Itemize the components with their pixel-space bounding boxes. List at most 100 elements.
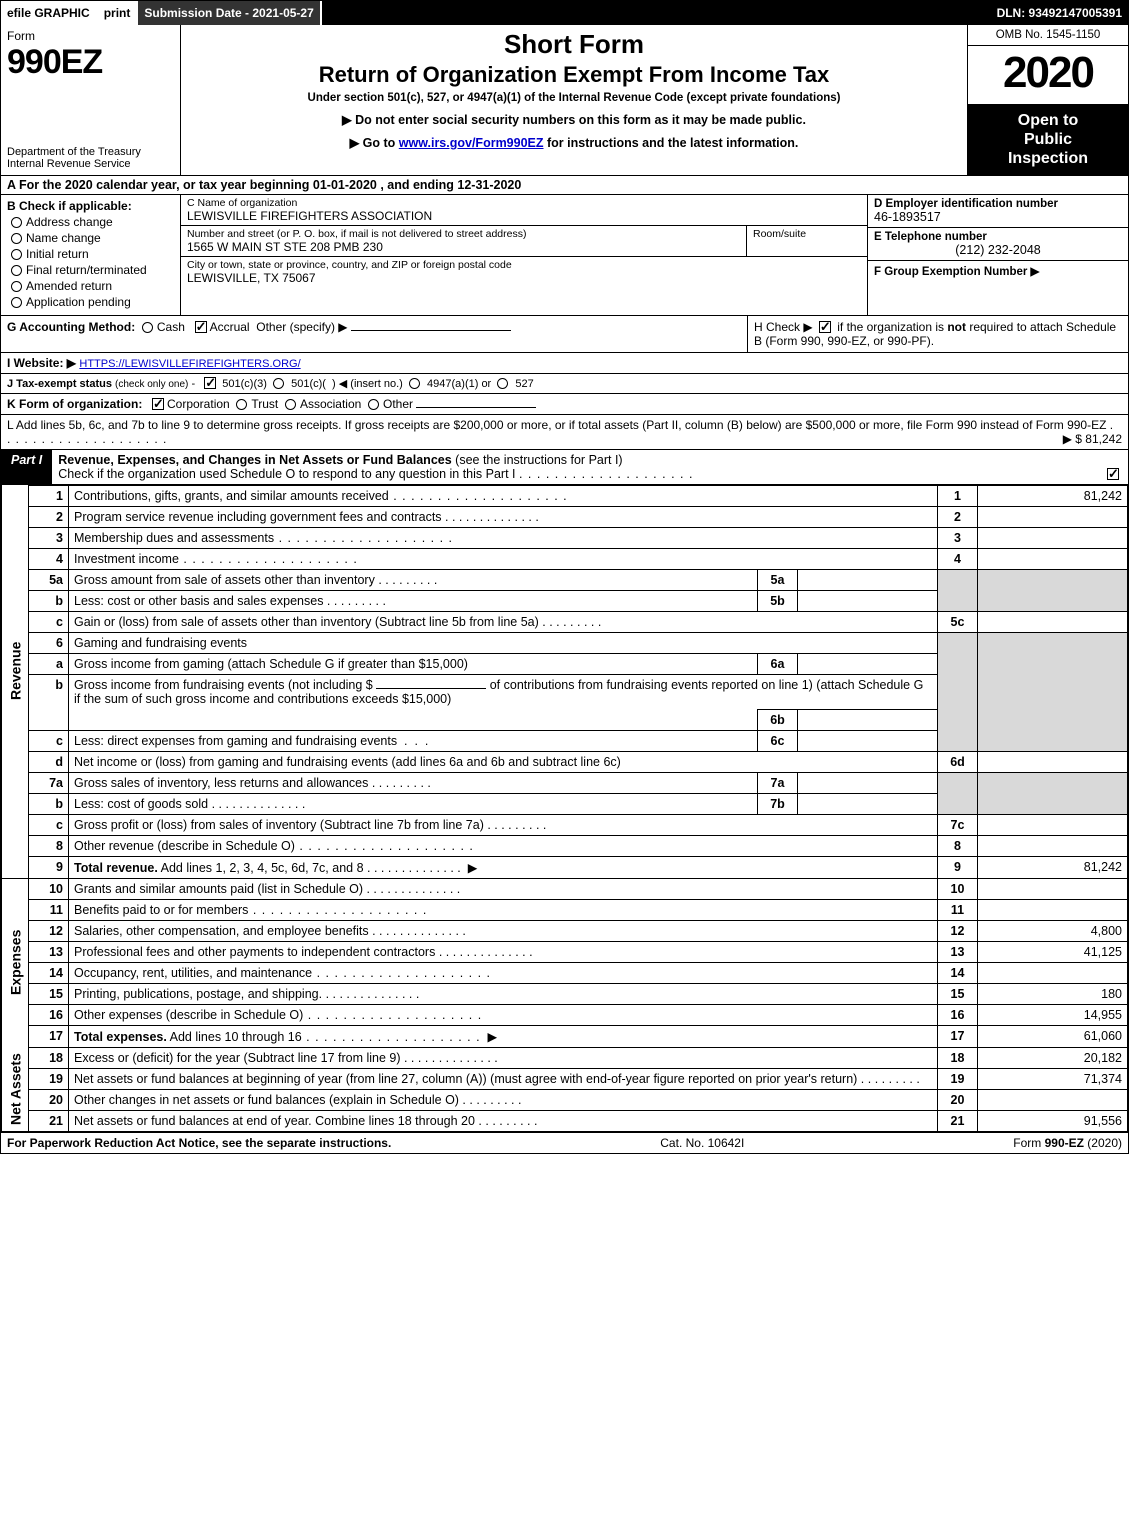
ln12-lineno: 12 — [938, 920, 978, 941]
ln4-amount — [978, 548, 1128, 569]
form-word: Form — [7, 29, 174, 43]
ln21-amount: 91,556 — [978, 1110, 1128, 1131]
ln20-lineno: 20 — [938, 1089, 978, 1110]
chk-527[interactable] — [497, 378, 508, 389]
ln19-lineno: 19 — [938, 1068, 978, 1089]
ln7b-subval — [798, 793, 938, 814]
ln15-num: 15 — [29, 983, 69, 1004]
irs-link[interactable]: www.irs.gov/Form990EZ — [399, 136, 544, 150]
ln21-lineno: 21 — [938, 1110, 978, 1131]
footer-left: For Paperwork Reduction Act Notice, see … — [7, 1136, 391, 1150]
ln4-num: 4 — [29, 548, 69, 569]
ein-label: D Employer identification number — [874, 198, 1122, 210]
ln6-num: 6 — [29, 632, 69, 653]
efile-graphic-label: efile GRAPHIC — [1, 1, 98, 25]
org-name: LEWISVILLE FIREFIGHTERS ASSOCIATION — [187, 209, 861, 223]
submission-date: Submission Date - 2021-05-27 — [138, 1, 321, 25]
ln16-lineno: 16 — [938, 1004, 978, 1025]
header-left: Form 990EZ Department of the Treasury In… — [1, 25, 181, 175]
print-button[interactable]: print — [98, 1, 139, 25]
ln5c-num: c — [29, 611, 69, 632]
chk-501c[interactable] — [273, 378, 284, 389]
chk-final-return[interactable]: Final return/terminated — [11, 263, 174, 277]
other-org-input[interactable] — [416, 407, 536, 408]
ln1-amount: 81,242 — [978, 485, 1128, 506]
form-990ez-page: efile GRAPHIC print Submission Date - 20… — [0, 0, 1129, 1154]
chk-4947a1[interactable] — [409, 378, 420, 389]
chk-501c3[interactable] — [204, 377, 216, 389]
ln1-desc: Contributions, gifts, grants, and simila… — [69, 485, 938, 506]
ln10-lineno: 10 — [938, 878, 978, 899]
ln6d-lineno: 6d — [938, 751, 978, 772]
ln7b-desc: Less: cost of goods sold — [69, 793, 758, 814]
cash-label: Cash — [157, 320, 185, 334]
ln7c-lineno: 7c — [938, 814, 978, 835]
chk-address-change[interactable]: Address change — [11, 215, 174, 229]
ln2-lineno: 2 — [938, 506, 978, 527]
ln5ab-amt-shade — [978, 569, 1128, 611]
ln2-num: 2 — [29, 506, 69, 527]
assoc-label: Association — [300, 397, 361, 411]
chk-schedule-o-used[interactable] — [1107, 468, 1119, 480]
chk-other-org[interactable] — [368, 399, 379, 410]
g-label: G Accounting Method: — [7, 320, 135, 334]
chk-association[interactable] — [285, 399, 296, 410]
tax-year: 2020 — [968, 46, 1128, 105]
ln6b-blank[interactable] — [376, 688, 486, 689]
ln4-desc: Investment income — [69, 548, 938, 569]
chk-application-pending[interactable]: Application pending — [11, 295, 174, 309]
ln6a-subnum: 6a — [758, 653, 798, 674]
ln15-desc: Printing, publications, postage, and shi… — [69, 983, 938, 1004]
other-org-label: Other — [383, 397, 413, 411]
ln6-amt-shade — [978, 632, 1128, 751]
h-mid: if the organization is — [837, 320, 947, 334]
city-label: City or town, state or province, country… — [187, 259, 861, 271]
col-b-header: B Check if applicable: — [7, 199, 174, 213]
ln3-num: 3 — [29, 527, 69, 548]
ln6b-desc-top: Gross income from fundraising events (no… — [69, 674, 938, 709]
chk-schedule-b-not-required[interactable] — [819, 321, 831, 333]
ln17-num: 17 — [29, 1025, 69, 1047]
ln18-desc: Excess or (deficit) for the year (Subtra… — [69, 1047, 938, 1068]
street-cell: Number and street (or P. O. box, if mail… — [181, 226, 747, 256]
ln3-amount — [978, 527, 1128, 548]
chk-accrual[interactable] — [195, 321, 207, 333]
chk-name-change[interactable]: Name change — [11, 231, 174, 245]
org-name-label: C Name of organization — [187, 197, 861, 209]
l-text: L Add lines 5b, 6c, and 7b to line 9 to … — [7, 418, 1106, 432]
ln5a-num: 5a — [29, 569, 69, 590]
org-name-row: C Name of organization LEWISVILLE FIREFI… — [181, 195, 867, 226]
ln8-amount — [978, 835, 1128, 856]
department-label: Department of the Treasury Internal Reve… — [7, 146, 174, 170]
ln7a-num: 7a — [29, 772, 69, 793]
chk-corporation[interactable] — [152, 398, 164, 410]
ln6d-amount — [978, 751, 1128, 772]
ln7ab-amt-shade — [978, 772, 1128, 814]
group-exemption-row: F Group Exemption Number ▶ — [868, 261, 1128, 281]
under-section: Under section 501(c), 527, or 4947(a)(1)… — [187, 92, 961, 104]
chk-initial-return[interactable]: Initial return — [11, 247, 174, 261]
group-exemption-label: F Group Exemption Number ▶ — [874, 264, 1122, 278]
ln8-desc: Other revenue (describe in Schedule O) — [69, 835, 938, 856]
ln7c-num: c — [29, 814, 69, 835]
ln10-num: 10 — [29, 878, 69, 899]
phone-label: E Telephone number — [874, 231, 1122, 243]
ln14-desc: Occupancy, rent, utilities, and maintena… — [69, 962, 938, 983]
ln16-num: 16 — [29, 1004, 69, 1025]
chk-amended-return[interactable]: Amended return — [11, 279, 174, 293]
part-i-header: Part I Revenue, Expenses, and Changes in… — [1, 450, 1128, 485]
website-link[interactable]: HTTPS://LEWISVILLEFIREFIGHTERS.ORG/ — [79, 358, 300, 370]
other-specify-input[interactable] — [351, 330, 511, 331]
chk-trust[interactable] — [236, 399, 247, 410]
line-i-website: I Website: ▶ HTTPS://LEWISVILLEFIREFIGHT… — [1, 353, 1128, 374]
goto-pre: ▶ Go to — [350, 136, 399, 150]
ln5b-desc: Less: cost or other basis and sales expe… — [69, 590, 758, 611]
chk-cash[interactable] — [142, 322, 153, 333]
ln10-amount — [978, 878, 1128, 899]
ln7a-subval — [798, 772, 938, 793]
ln8-num: 8 — [29, 835, 69, 856]
k-label: K Form of organization: — [7, 397, 142, 411]
ln6b-desc-pad — [69, 709, 758, 730]
ln6c-subval — [798, 730, 938, 751]
ln6c-num: c — [29, 730, 69, 751]
